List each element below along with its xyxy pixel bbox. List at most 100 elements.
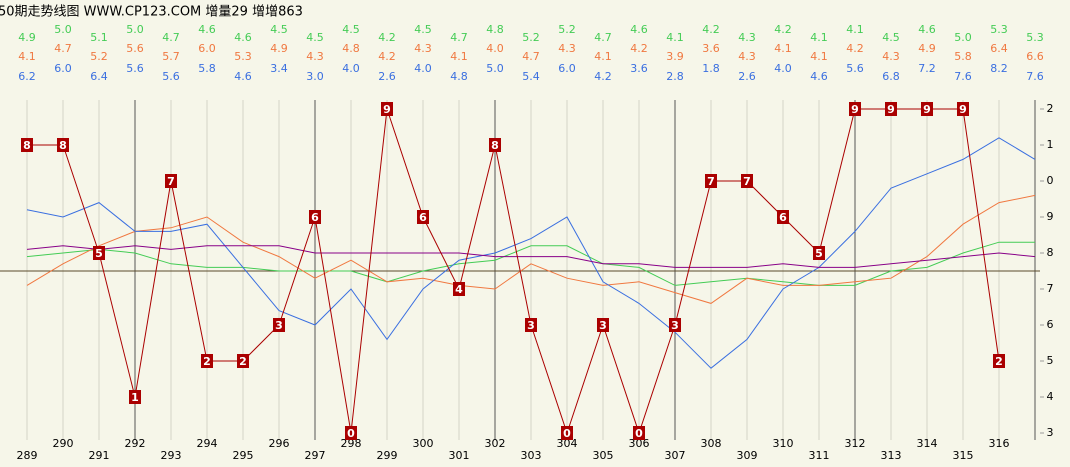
value-label: 4.1 bbox=[666, 31, 684, 44]
value-label: 5.3 bbox=[234, 50, 252, 63]
value-label: 4.8 bbox=[450, 70, 468, 83]
value-label: 4.1 bbox=[450, 50, 468, 63]
series-line bbox=[26, 137, 1036, 369]
x-tick-label: 314 bbox=[917, 437, 938, 450]
value-label: 4.3 bbox=[738, 50, 756, 63]
value-label: 5.1 bbox=[90, 31, 108, 44]
digit-marker bbox=[777, 210, 789, 224]
value-label: 2.6 bbox=[738, 70, 756, 83]
x-tick-label: 294 bbox=[197, 437, 218, 450]
value-label: 6.0 bbox=[54, 62, 72, 75]
x-tick-label: 316 bbox=[989, 437, 1010, 450]
value-label: 4.6 bbox=[630, 23, 648, 36]
digit-marker bbox=[597, 318, 609, 332]
value-label: 4.2 bbox=[378, 50, 396, 63]
x-tick-label: 308 bbox=[701, 437, 722, 450]
value-label: 3.6 bbox=[702, 42, 720, 55]
value-label: 6.2 bbox=[18, 70, 36, 83]
value-label: 4.6 bbox=[234, 31, 252, 44]
x-tick-label: 298 bbox=[341, 437, 362, 450]
value-label: 4.0 bbox=[414, 62, 432, 75]
value-label: 4.5 bbox=[414, 23, 432, 36]
value-label: 4.1 bbox=[846, 23, 864, 36]
x-tick-label: 295 bbox=[233, 449, 254, 462]
digit-marker bbox=[453, 282, 465, 296]
digit-marker bbox=[561, 426, 573, 440]
x-tick-label: 292 bbox=[125, 437, 146, 450]
value-label: 4.6 bbox=[198, 23, 216, 36]
x-tick-label: 312 bbox=[845, 437, 866, 450]
value-label: 6.0 bbox=[198, 42, 216, 55]
value-label: 4.2 bbox=[702, 23, 720, 36]
y-tick-label: 5 bbox=[1047, 354, 1054, 367]
x-tick-label: 290 bbox=[53, 437, 74, 450]
digit-marker bbox=[93, 246, 105, 260]
value-label: 4.7 bbox=[594, 31, 612, 44]
value-label: 7.6 bbox=[954, 70, 972, 83]
digit-label: 0 bbox=[635, 427, 643, 440]
digit-marker bbox=[21, 138, 33, 152]
x-tick-label: 300 bbox=[413, 437, 434, 450]
value-label: 7.2 bbox=[918, 62, 936, 75]
value-label: 5.6 bbox=[126, 42, 144, 55]
value-label: 2.6 bbox=[378, 70, 396, 83]
value-label: 4.9 bbox=[918, 42, 936, 55]
value-label: 6.0 bbox=[558, 62, 576, 75]
value-label: 4.8 bbox=[486, 23, 504, 36]
value-label: 4.8 bbox=[342, 42, 360, 55]
value-label: 4.3 bbox=[738, 31, 756, 44]
digit-label: 0 bbox=[563, 427, 571, 440]
x-tick-label: 299 bbox=[377, 449, 398, 462]
value-label: 5.6 bbox=[846, 62, 864, 75]
x-tick-label: 311 bbox=[809, 449, 830, 462]
value-label: 4.3 bbox=[306, 50, 324, 63]
value-label: 4.2 bbox=[378, 31, 396, 44]
digit-marker bbox=[633, 426, 645, 440]
digit-label: 0 bbox=[347, 427, 355, 440]
value-label: 4.0 bbox=[486, 42, 504, 55]
value-label: 4.5 bbox=[342, 23, 360, 36]
digit-marker bbox=[741, 174, 753, 188]
value-label: 4.9 bbox=[18, 31, 36, 44]
value-label: 5.3 bbox=[990, 23, 1008, 36]
digit-label: 7 bbox=[167, 175, 175, 188]
y-tick-label: 8 bbox=[1047, 246, 1054, 259]
value-label: 5.0 bbox=[954, 31, 972, 44]
x-tick-label: 304 bbox=[557, 437, 578, 450]
value-label: 5.0 bbox=[54, 23, 72, 36]
value-label: 4.6 bbox=[810, 70, 828, 83]
value-label: 3.0 bbox=[306, 70, 324, 83]
digit-marker bbox=[345, 426, 357, 440]
y-tick-label: 9 bbox=[1047, 210, 1054, 223]
digit-marker bbox=[957, 102, 969, 116]
value-label: 6.6 bbox=[1026, 50, 1044, 63]
value-label: 8.2 bbox=[990, 62, 1008, 75]
value-label: 5.8 bbox=[954, 50, 972, 63]
value-label: 4.2 bbox=[846, 42, 864, 55]
value-label: 4.1 bbox=[774, 42, 792, 55]
digit-marker bbox=[705, 174, 717, 188]
digit-marker bbox=[381, 102, 393, 116]
x-tick-label: 303 bbox=[521, 449, 542, 462]
digit-label: 5 bbox=[95, 247, 103, 260]
value-label: 4.9 bbox=[270, 42, 288, 55]
x-tick-label: 306 bbox=[629, 437, 650, 450]
digit-marker bbox=[921, 102, 933, 116]
digit-label: 9 bbox=[923, 103, 931, 116]
value-label: 4.0 bbox=[342, 62, 360, 75]
value-label: 5.2 bbox=[558, 23, 576, 36]
value-label: 6.4 bbox=[90, 70, 108, 83]
value-label: 6.8 bbox=[882, 70, 900, 83]
digit-label: 3 bbox=[599, 319, 607, 332]
digit-label: 9 bbox=[959, 103, 967, 116]
y-tick-label: 0 bbox=[1047, 174, 1054, 187]
x-tick-label: 289 bbox=[17, 449, 38, 462]
value-label: 6.4 bbox=[990, 42, 1008, 55]
digit-marker bbox=[417, 210, 429, 224]
value-label: 5.2 bbox=[522, 31, 540, 44]
x-tick-label: 291 bbox=[89, 449, 110, 462]
value-label: 4.6 bbox=[918, 23, 936, 36]
digit-label: 5 bbox=[815, 247, 823, 260]
digit-label: 2 bbox=[203, 355, 211, 368]
